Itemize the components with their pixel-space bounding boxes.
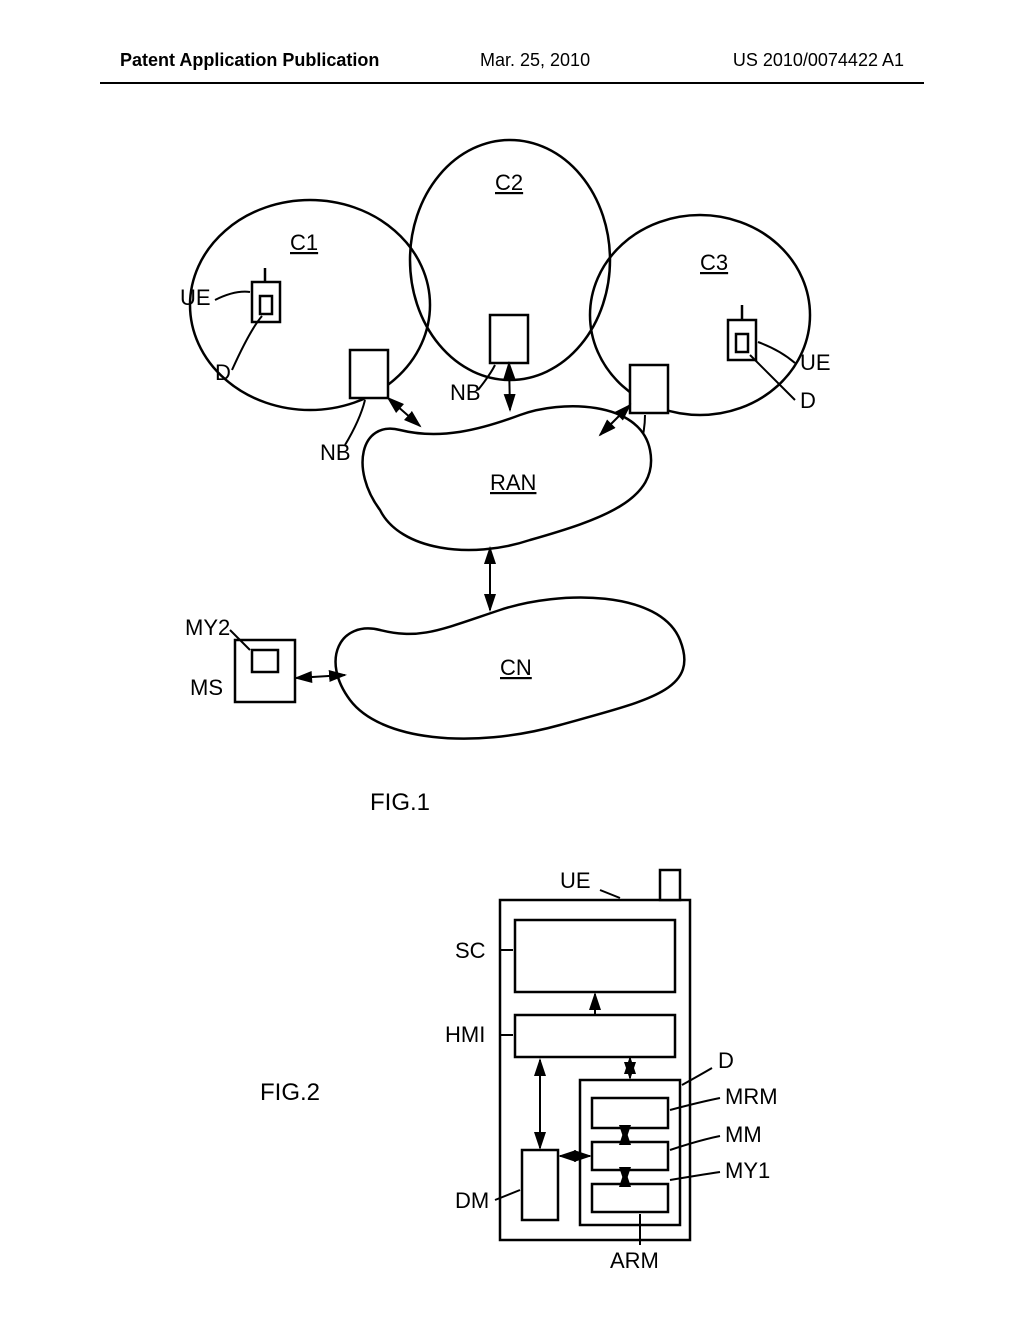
header-left: Patent Application Publication	[120, 50, 379, 71]
d-label: D	[718, 1048, 734, 1073]
ue-c1-leader	[215, 292, 250, 300]
dm-box	[522, 1150, 558, 1220]
ue-c3	[728, 305, 756, 360]
ue-leader	[600, 890, 620, 898]
header-center: Mar. 25, 2010	[480, 50, 590, 71]
ue-c1-label: UE	[180, 285, 211, 310]
fig1: C1 C2 C3 UE D NB NB NB	[180, 140, 831, 816]
d-c3-label: D	[800, 388, 816, 413]
sc-label: SC	[455, 938, 486, 963]
my2-box	[252, 650, 278, 672]
ue-label: UE	[560, 868, 591, 893]
cell-c3-label: C3	[700, 250, 728, 275]
d-c1-leader	[232, 316, 262, 370]
nb-c3	[630, 365, 668, 413]
page-header: Patent Application Publication Mar. 25, …	[0, 50, 1024, 90]
arm-label: ARM	[610, 1248, 659, 1273]
my1-label: MY1	[725, 1158, 770, 1183]
d-c3-leader	[750, 355, 795, 400]
mrm-label: MRM	[725, 1084, 778, 1109]
ran-label: RAN	[490, 470, 536, 495]
mrm-box	[592, 1098, 668, 1128]
ue-c1	[252, 268, 280, 322]
cn-label: CN	[500, 655, 532, 680]
nb2-ran-link	[509, 363, 510, 410]
nb1-ran-link	[388, 398, 420, 426]
fig1-caption: FIG.1	[370, 789, 430, 816]
arm-box	[592, 1184, 668, 1212]
nb-c2-label: NB	[450, 380, 481, 405]
dm-label: DM	[455, 1188, 489, 1213]
mm-label: MM	[725, 1122, 762, 1147]
nb-c2	[490, 315, 528, 363]
header-right: US 2010/0074422 A1	[733, 50, 904, 71]
hmi-label: HMI	[445, 1022, 485, 1047]
figures-svg: C1 C2 C3 UE D NB NB NB	[0, 120, 1024, 1300]
sc-box	[515, 920, 675, 992]
cell-c2-label: C2	[495, 170, 523, 195]
nb-c1-leader	[345, 400, 365, 445]
nb-c1	[350, 350, 388, 398]
fig2-caption: FIG.2	[260, 1079, 320, 1106]
d-c1-label: D	[215, 360, 231, 385]
mm-box	[592, 1142, 668, 1170]
cell-c3	[590, 215, 810, 415]
fig2: UE SC HMI DM D MRM MM MY1 ARM FIG.2	[260, 868, 778, 1273]
hmi-box	[515, 1015, 675, 1057]
cell-c1-label: C1	[290, 230, 318, 255]
ms-label: MS	[190, 675, 223, 700]
header-rule	[100, 82, 924, 84]
ue-antenna	[660, 870, 680, 900]
ue-c3-leader	[758, 342, 795, 363]
ue-c3-label: UE	[800, 350, 831, 375]
my2-label: MY2	[185, 615, 230, 640]
